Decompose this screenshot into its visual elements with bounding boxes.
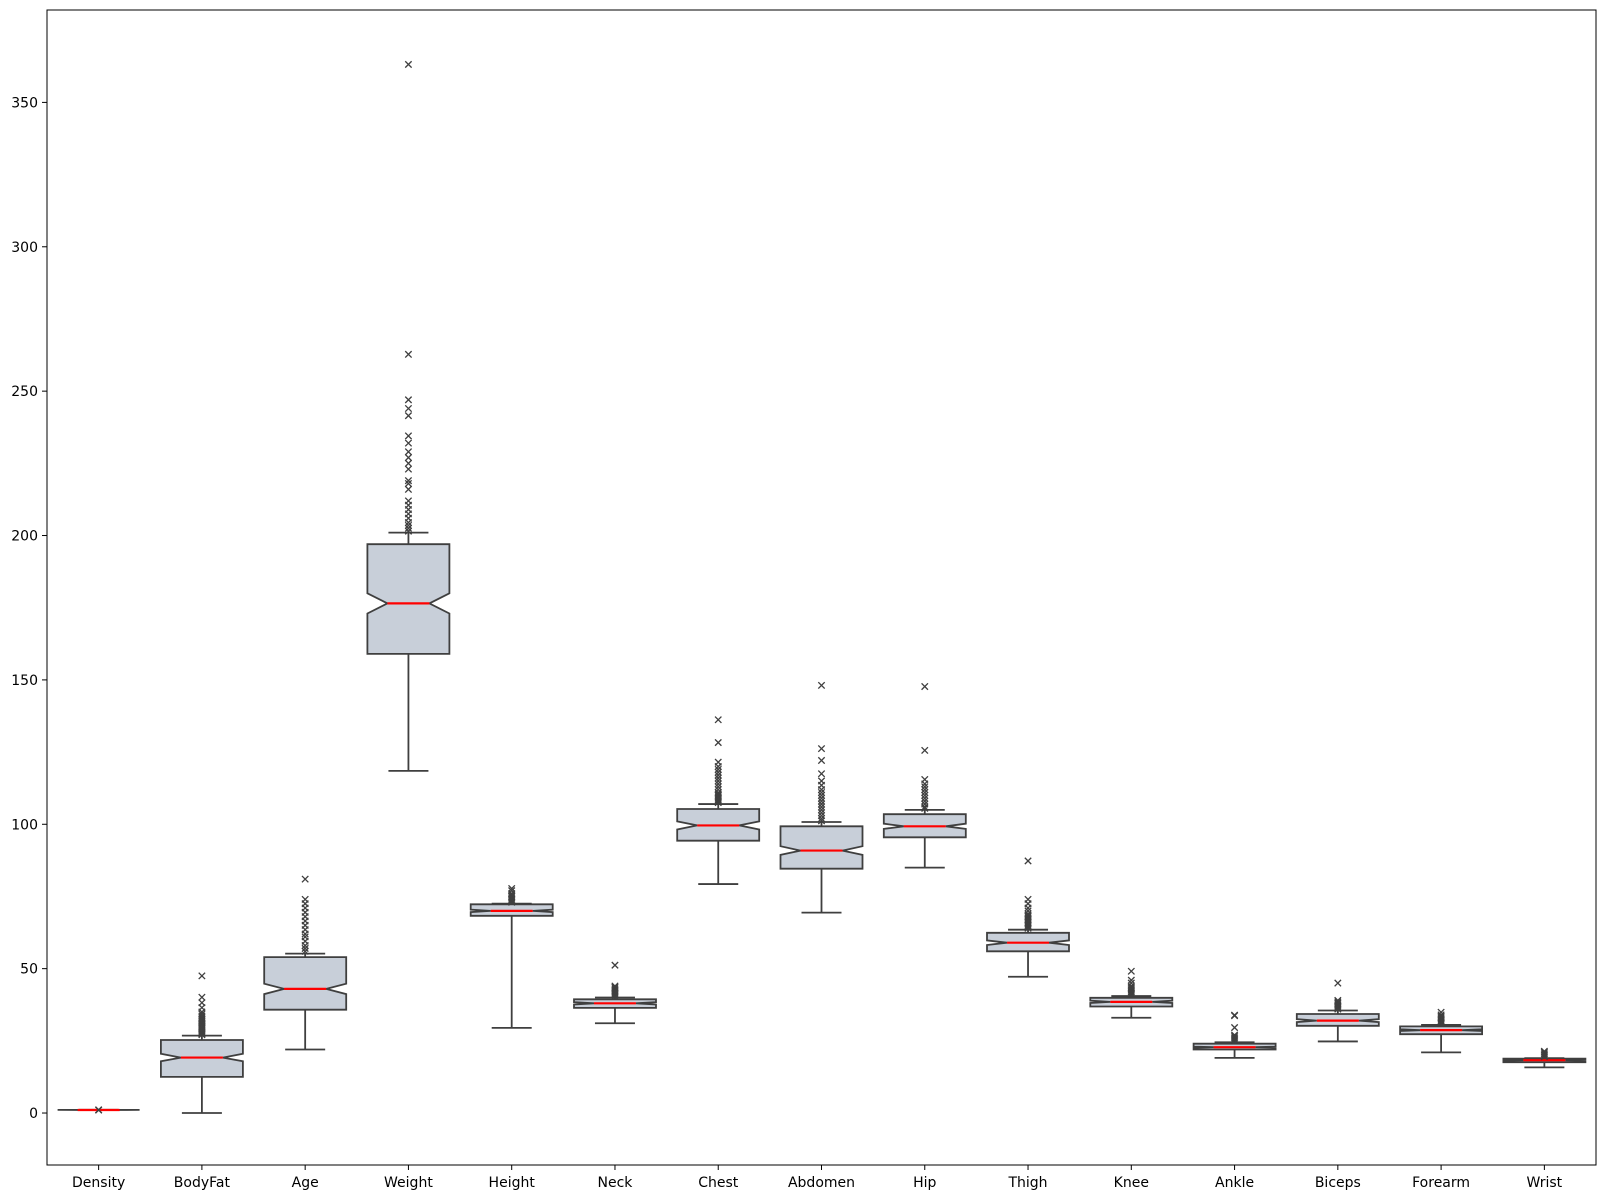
y-tick-label: 0 bbox=[29, 1106, 38, 1122]
x-tick-label: Thigh bbox=[1007, 1175, 1047, 1191]
y-tick-label: 350 bbox=[11, 95, 38, 111]
x-tick-label: Chest bbox=[698, 1175, 739, 1191]
x-tick-label: Abdomen bbox=[788, 1175, 855, 1191]
box-body bbox=[367, 544, 449, 654]
x-tick-label: Wrist bbox=[1527, 1175, 1563, 1191]
x-tick-label: Age bbox=[292, 1175, 319, 1191]
x-tick-label: Forearm bbox=[1412, 1175, 1470, 1191]
y-tick-label: 150 bbox=[11, 673, 38, 689]
y-tick-label: 250 bbox=[11, 384, 38, 400]
x-tick-label: Neck bbox=[598, 1175, 634, 1191]
x-tick-label: Biceps bbox=[1315, 1175, 1361, 1191]
x-tick-label: Density bbox=[72, 1175, 125, 1191]
x-tick-label: BodyFat bbox=[174, 1175, 231, 1191]
x-tick-label: Hip bbox=[913, 1175, 936, 1191]
y-tick-label: 200 bbox=[11, 529, 38, 545]
x-tick-label: Ankle bbox=[1215, 1175, 1254, 1191]
x-tick-label: Knee bbox=[1114, 1175, 1149, 1191]
box-body bbox=[781, 826, 863, 868]
y-tick-label: 50 bbox=[20, 962, 38, 978]
x-tick-label: Weight bbox=[384, 1175, 433, 1191]
x-tick-label: Height bbox=[489, 1175, 536, 1191]
box-body bbox=[264, 957, 346, 1010]
y-tick-label: 300 bbox=[11, 240, 38, 256]
y-tick-label: 100 bbox=[11, 817, 38, 833]
